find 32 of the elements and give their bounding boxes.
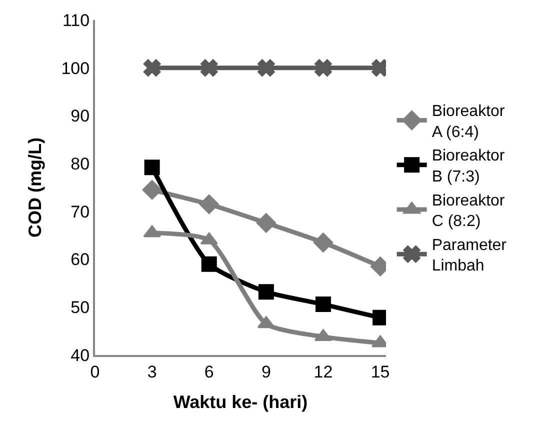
point	[199, 194, 219, 214]
point	[142, 180, 162, 200]
x-tick-label: 15	[370, 362, 390, 382]
y-axis-title: COD (mg/L)	[24, 138, 45, 238]
y-tick-label: 80	[70, 154, 90, 174]
y-tick-label: 90	[70, 106, 90, 126]
point	[258, 284, 274, 300]
y-tick-label: 60	[70, 250, 90, 270]
x-axis-title: Waktu ke- (hari)	[173, 392, 308, 412]
legend-label: Bioreaktor B (7:3)	[432, 148, 506, 186]
point	[144, 160, 160, 176]
x-tick-label: 6	[204, 362, 214, 382]
y-tick-label: 50	[70, 298, 90, 318]
y-tick-label: 100	[61, 58, 90, 78]
y-tick-label: 70	[70, 202, 90, 222]
x-tick-label: 9	[261, 362, 271, 382]
point	[200, 59, 218, 77]
legend-label: Bioreaktor A (6:4)	[432, 103, 506, 141]
point	[315, 296, 331, 312]
point	[314, 59, 332, 77]
point	[313, 232, 334, 252]
y-tick-label: 40	[70, 346, 90, 365]
x-tick-label: 0	[90, 362, 100, 382]
legend-label: Bioreaktor C (8:2)	[432, 192, 506, 230]
point	[201, 256, 217, 272]
x-tick-label: 3	[147, 362, 157, 382]
x-tick-label: 12	[314, 362, 333, 382]
point	[256, 213, 276, 233]
point	[143, 59, 161, 77]
y-tick-label: 110	[62, 10, 90, 30]
point	[258, 59, 275, 77]
legend-label: Parameter Limbah	[432, 236, 508, 275]
